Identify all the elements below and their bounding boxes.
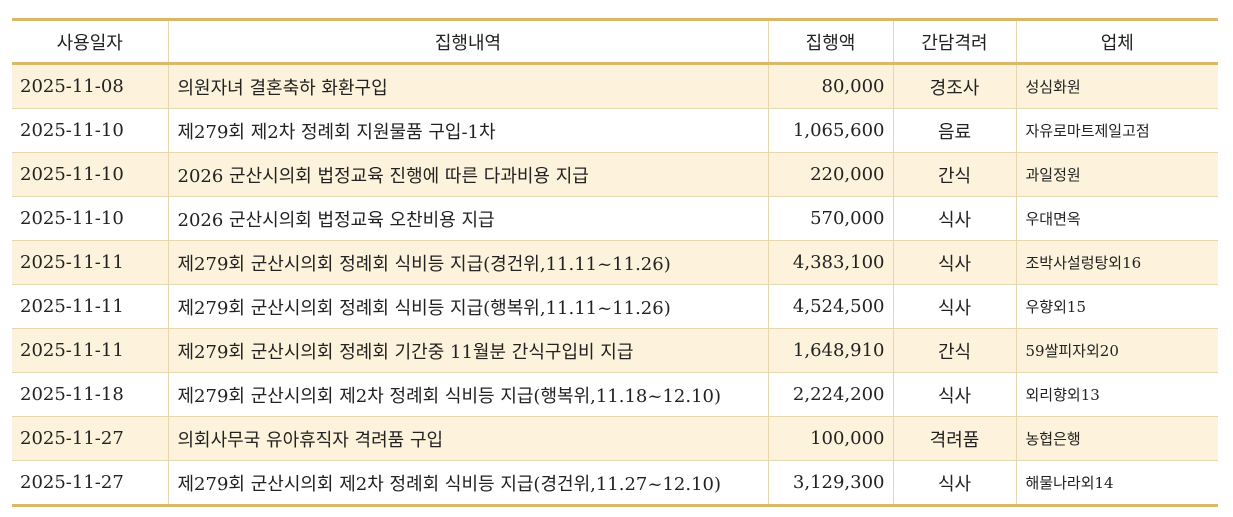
header-date: 사용일자: [56, 32, 123, 54]
cell-date: 2025-11-27: [12, 460, 168, 506]
header-description: 집행내역: [167, 19, 768, 64]
cell-amount: 80,000: [767, 63, 893, 109]
cell-date: 2025-11-08: [12, 63, 168, 109]
cell-category: 식사: [892, 460, 1016, 506]
cell-vendor: 자유로마트제일고점: [1015, 108, 1218, 153]
cell-date: 2025-11-18: [12, 372, 168, 417]
table-header-row: 사용일자 집행내역 집행액 간담격려 업체: [12, 19, 1218, 64]
table-row: 2025-11-18 제279회 군산시의회 제2차 정례회 식비등 지급(행복…: [12, 372, 1218, 417]
table-row: 2025-11-11 제279회 군산시의회 정례회 식비등 지급(경건위,11…: [12, 240, 1218, 285]
cell-category: 간식: [892, 152, 1016, 197]
cell-category: 간식: [892, 328, 1016, 373]
cell-vendor: 우대면옥: [1015, 196, 1218, 241]
cell-category: 격려품: [892, 416, 1016, 461]
cell-vendor: 59쌀피자외20: [1015, 328, 1218, 373]
cell-description: 제279회 군산시의회 정례회 식비등 지급(행복위,11.11~11.26): [167, 284, 768, 329]
table-row: 2025-11-10 2026 군산시의회 법정교육 오찬비용 지급 570,0…: [12, 196, 1218, 241]
cell-category: 음료: [892, 108, 1016, 153]
cell-category: 식사: [892, 196, 1016, 241]
cell-amount: 100,000: [767, 416, 893, 461]
cell-vendor: 외리향외13: [1015, 372, 1218, 417]
cell-description: 제279회 군산시의회 정례회 기간중 11월분 간식구입비 지급: [167, 328, 768, 373]
cell-amount: 4,524,500: [767, 284, 893, 329]
cell-description: 2026 군산시의회 법정교육 오찬비용 지급: [167, 196, 768, 241]
cell-vendor: 우향외15: [1015, 284, 1218, 329]
cell-vendor: 조박사설렁탕외16: [1015, 240, 1218, 285]
cell-vendor: 성심화원: [1015, 63, 1218, 109]
expense-table: 사용일자 집행내역 집행액 간담격려 업체 2025-11-08 의원자녀 결혼…: [12, 18, 1218, 507]
cell-date: 2025-11-10: [12, 108, 168, 153]
cell-vendor: 농협은행: [1015, 416, 1218, 461]
cell-vendor: 과일정원: [1015, 152, 1218, 197]
cell-amount: 570,000: [767, 196, 893, 241]
table-row: 2025-11-27 제279회 군산시의회 제2차 정례회 식비등 지급(경건…: [12, 460, 1218, 506]
table-row: 2025-11-10 2026 군산시의회 법정교육 진행에 따른 다과비용 지…: [12, 152, 1218, 197]
cell-date: 2025-11-27: [12, 416, 168, 461]
table-row: 2025-11-11 제279회 군산시의회 정례회 식비등 지급(행복위,11…: [12, 284, 1218, 329]
cell-description: 의회사무국 유아휴직자 격려품 구입: [167, 416, 768, 461]
cell-amount: 1,065,600: [767, 108, 893, 153]
cell-vendor: 해물나라외14: [1015, 460, 1218, 506]
cell-category: 식사: [892, 240, 1016, 285]
cell-date: 2025-11-11: [12, 240, 168, 285]
cell-amount: 1,648,910: [767, 328, 893, 373]
table-row: 2025-11-10 제279회 제2차 정례회 지원물품 구입-1차 1,06…: [12, 108, 1218, 153]
cell-date: 2025-11-10: [12, 196, 168, 241]
cell-description: 제279회 군산시의회 제2차 정례회 식비등 지급(경건위,11.27~12.…: [167, 460, 768, 506]
cell-date: 2025-11-10: [12, 152, 168, 197]
cell-category: 식사: [892, 372, 1016, 417]
cell-category: 경조사: [892, 63, 1016, 109]
table-row: 2025-11-11 제279회 군산시의회 정례회 기간중 11월분 간식구입…: [12, 328, 1218, 373]
cell-date: 2025-11-11: [12, 328, 168, 373]
table-row: 2025-11-27 의회사무국 유아휴직자 격려품 구입 100,000 격려…: [12, 416, 1218, 461]
cell-amount: 4,383,100: [767, 240, 893, 285]
cell-category: 식사: [892, 284, 1016, 329]
cell-description: 제279회 군산시의회 제2차 정례회 식비등 지급(행복위,11.18~12.…: [167, 372, 768, 417]
cell-description: 의원자녀 결혼축하 화환구입: [167, 63, 768, 109]
header-vendor: 업체: [1015, 19, 1218, 64]
cell-amount: 3,129,300: [767, 460, 893, 506]
cell-amount: 2,224,200: [767, 372, 893, 417]
table-row: 2025-11-08 의원자녀 결혼축하 화환구입 80,000 경조사 성심화…: [12, 63, 1218, 109]
header-amount: 집행액: [767, 19, 893, 64]
header-category: 간담격려: [892, 19, 1016, 64]
cell-amount: 220,000: [767, 152, 893, 197]
expense-table-container: 사용일자 집행내역 집행액 간담격려 업체 2025-11-08 의원자녀 결혼…: [12, 18, 1218, 507]
cell-date: 2025-11-11: [12, 284, 168, 329]
cell-description: 2026 군산시의회 법정교육 진행에 따른 다과비용 지급: [167, 152, 768, 197]
cell-description: 제279회 군산시의회 정례회 식비등 지급(경건위,11.11~11.26): [167, 240, 768, 285]
cell-description: 제279회 제2차 정례회 지원물품 구입-1차: [167, 108, 768, 153]
